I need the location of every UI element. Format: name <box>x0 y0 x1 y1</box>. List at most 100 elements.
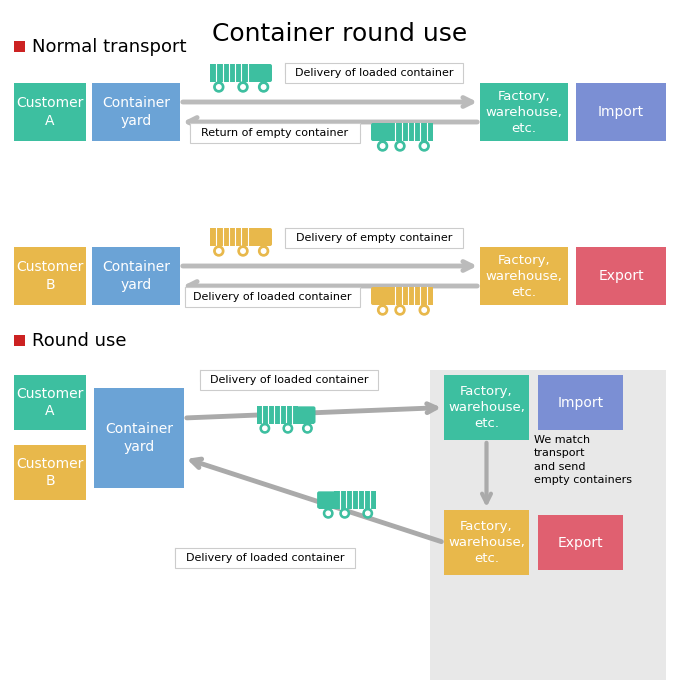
Bar <box>256 407 299 423</box>
Circle shape <box>340 509 350 518</box>
Bar <box>14 247 86 305</box>
Circle shape <box>419 305 429 315</box>
Text: Factory,
warehouse,
etc.: Factory, warehouse, etc. <box>448 385 525 430</box>
Text: Customer
A: Customer A <box>16 387 84 418</box>
Bar <box>444 510 529 575</box>
Circle shape <box>305 426 309 430</box>
Circle shape <box>238 82 248 92</box>
Text: Import: Import <box>598 105 644 119</box>
Bar <box>389 287 433 305</box>
Text: Return of empty container: Return of empty container <box>201 128 349 138</box>
Circle shape <box>398 144 403 149</box>
Text: Customer
B: Customer B <box>16 457 84 488</box>
Bar <box>299 420 313 423</box>
Bar <box>480 247 568 305</box>
Bar <box>200 370 378 390</box>
Text: Customer
B: Customer B <box>16 260 84 291</box>
Text: Container round use: Container round use <box>212 22 468 46</box>
Bar <box>373 301 389 305</box>
Bar <box>538 515 623 570</box>
Circle shape <box>241 85 245 90</box>
Text: Delivery of loaded container: Delivery of loaded container <box>193 292 352 302</box>
Bar <box>185 287 360 307</box>
Bar <box>190 123 360 143</box>
Bar <box>373 137 389 141</box>
Bar <box>576 83 666 141</box>
Circle shape <box>303 423 312 433</box>
Bar <box>14 335 25 346</box>
Circle shape <box>380 144 385 149</box>
Text: Customer
A: Customer A <box>16 96 84 128</box>
FancyBboxPatch shape <box>317 491 337 509</box>
Text: Round use: Round use <box>32 332 126 350</box>
Text: Container
yard: Container yard <box>102 260 170 291</box>
Circle shape <box>422 144 426 149</box>
Text: Factory,
warehouse,
etc.: Factory, warehouse, etc. <box>448 520 525 565</box>
Circle shape <box>395 141 405 151</box>
Circle shape <box>216 85 221 90</box>
Text: Import: Import <box>558 396 604 409</box>
Bar <box>319 505 335 509</box>
Bar <box>14 83 86 141</box>
Circle shape <box>395 305 405 315</box>
Circle shape <box>260 423 269 433</box>
Circle shape <box>324 509 333 518</box>
Circle shape <box>258 246 269 256</box>
FancyBboxPatch shape <box>371 287 391 305</box>
Text: Export: Export <box>598 269 644 283</box>
Text: Delivery of loaded container: Delivery of loaded container <box>186 553 344 563</box>
Text: Container
yard: Container yard <box>105 423 173 454</box>
Bar <box>175 548 355 568</box>
Circle shape <box>283 423 292 433</box>
Text: We match
transport
and send
empty containers: We match transport and send empty contai… <box>534 435 632 485</box>
Bar <box>254 242 270 246</box>
Circle shape <box>261 248 266 253</box>
Bar <box>92 247 180 305</box>
Circle shape <box>377 305 388 315</box>
Bar <box>254 78 270 82</box>
Bar <box>335 491 376 509</box>
Text: Factory,
warehouse,
etc.: Factory, warehouse, etc. <box>486 253 562 298</box>
Bar <box>389 123 433 141</box>
Text: Delivery of empty container: Delivery of empty container <box>296 233 452 243</box>
Circle shape <box>286 426 290 430</box>
Circle shape <box>258 82 269 92</box>
Circle shape <box>214 246 224 256</box>
Circle shape <box>377 141 388 151</box>
Bar <box>430 370 666 680</box>
Circle shape <box>216 248 221 253</box>
Circle shape <box>238 246 248 256</box>
Circle shape <box>241 248 245 253</box>
Bar <box>538 375 623 430</box>
Circle shape <box>214 82 224 92</box>
Bar <box>92 83 180 141</box>
Circle shape <box>419 141 429 151</box>
Text: Factory,
warehouse,
etc.: Factory, warehouse, etc. <box>486 90 562 135</box>
Bar <box>14 375 86 430</box>
Circle shape <box>262 426 267 430</box>
Circle shape <box>380 307 385 312</box>
Bar <box>576 247 666 305</box>
FancyBboxPatch shape <box>252 228 272 246</box>
Bar <box>444 375 529 440</box>
Text: Delivery of loaded container: Delivery of loaded container <box>294 68 454 78</box>
Text: Export: Export <box>558 536 603 550</box>
Bar <box>480 83 568 141</box>
Bar <box>210 64 254 82</box>
Bar <box>285 228 463 248</box>
Bar <box>285 63 463 83</box>
Circle shape <box>261 85 266 90</box>
Circle shape <box>422 307 426 312</box>
FancyBboxPatch shape <box>296 407 316 423</box>
FancyBboxPatch shape <box>371 123 391 141</box>
Circle shape <box>363 509 373 518</box>
Circle shape <box>398 307 403 312</box>
Bar <box>210 228 254 246</box>
Circle shape <box>343 511 347 516</box>
Circle shape <box>326 511 330 516</box>
Circle shape <box>366 511 370 516</box>
Text: Normal transport: Normal transport <box>32 38 186 56</box>
Text: Delivery of loaded container: Delivery of loaded container <box>209 375 369 385</box>
Text: Container
yard: Container yard <box>102 96 170 128</box>
Bar <box>94 388 184 488</box>
